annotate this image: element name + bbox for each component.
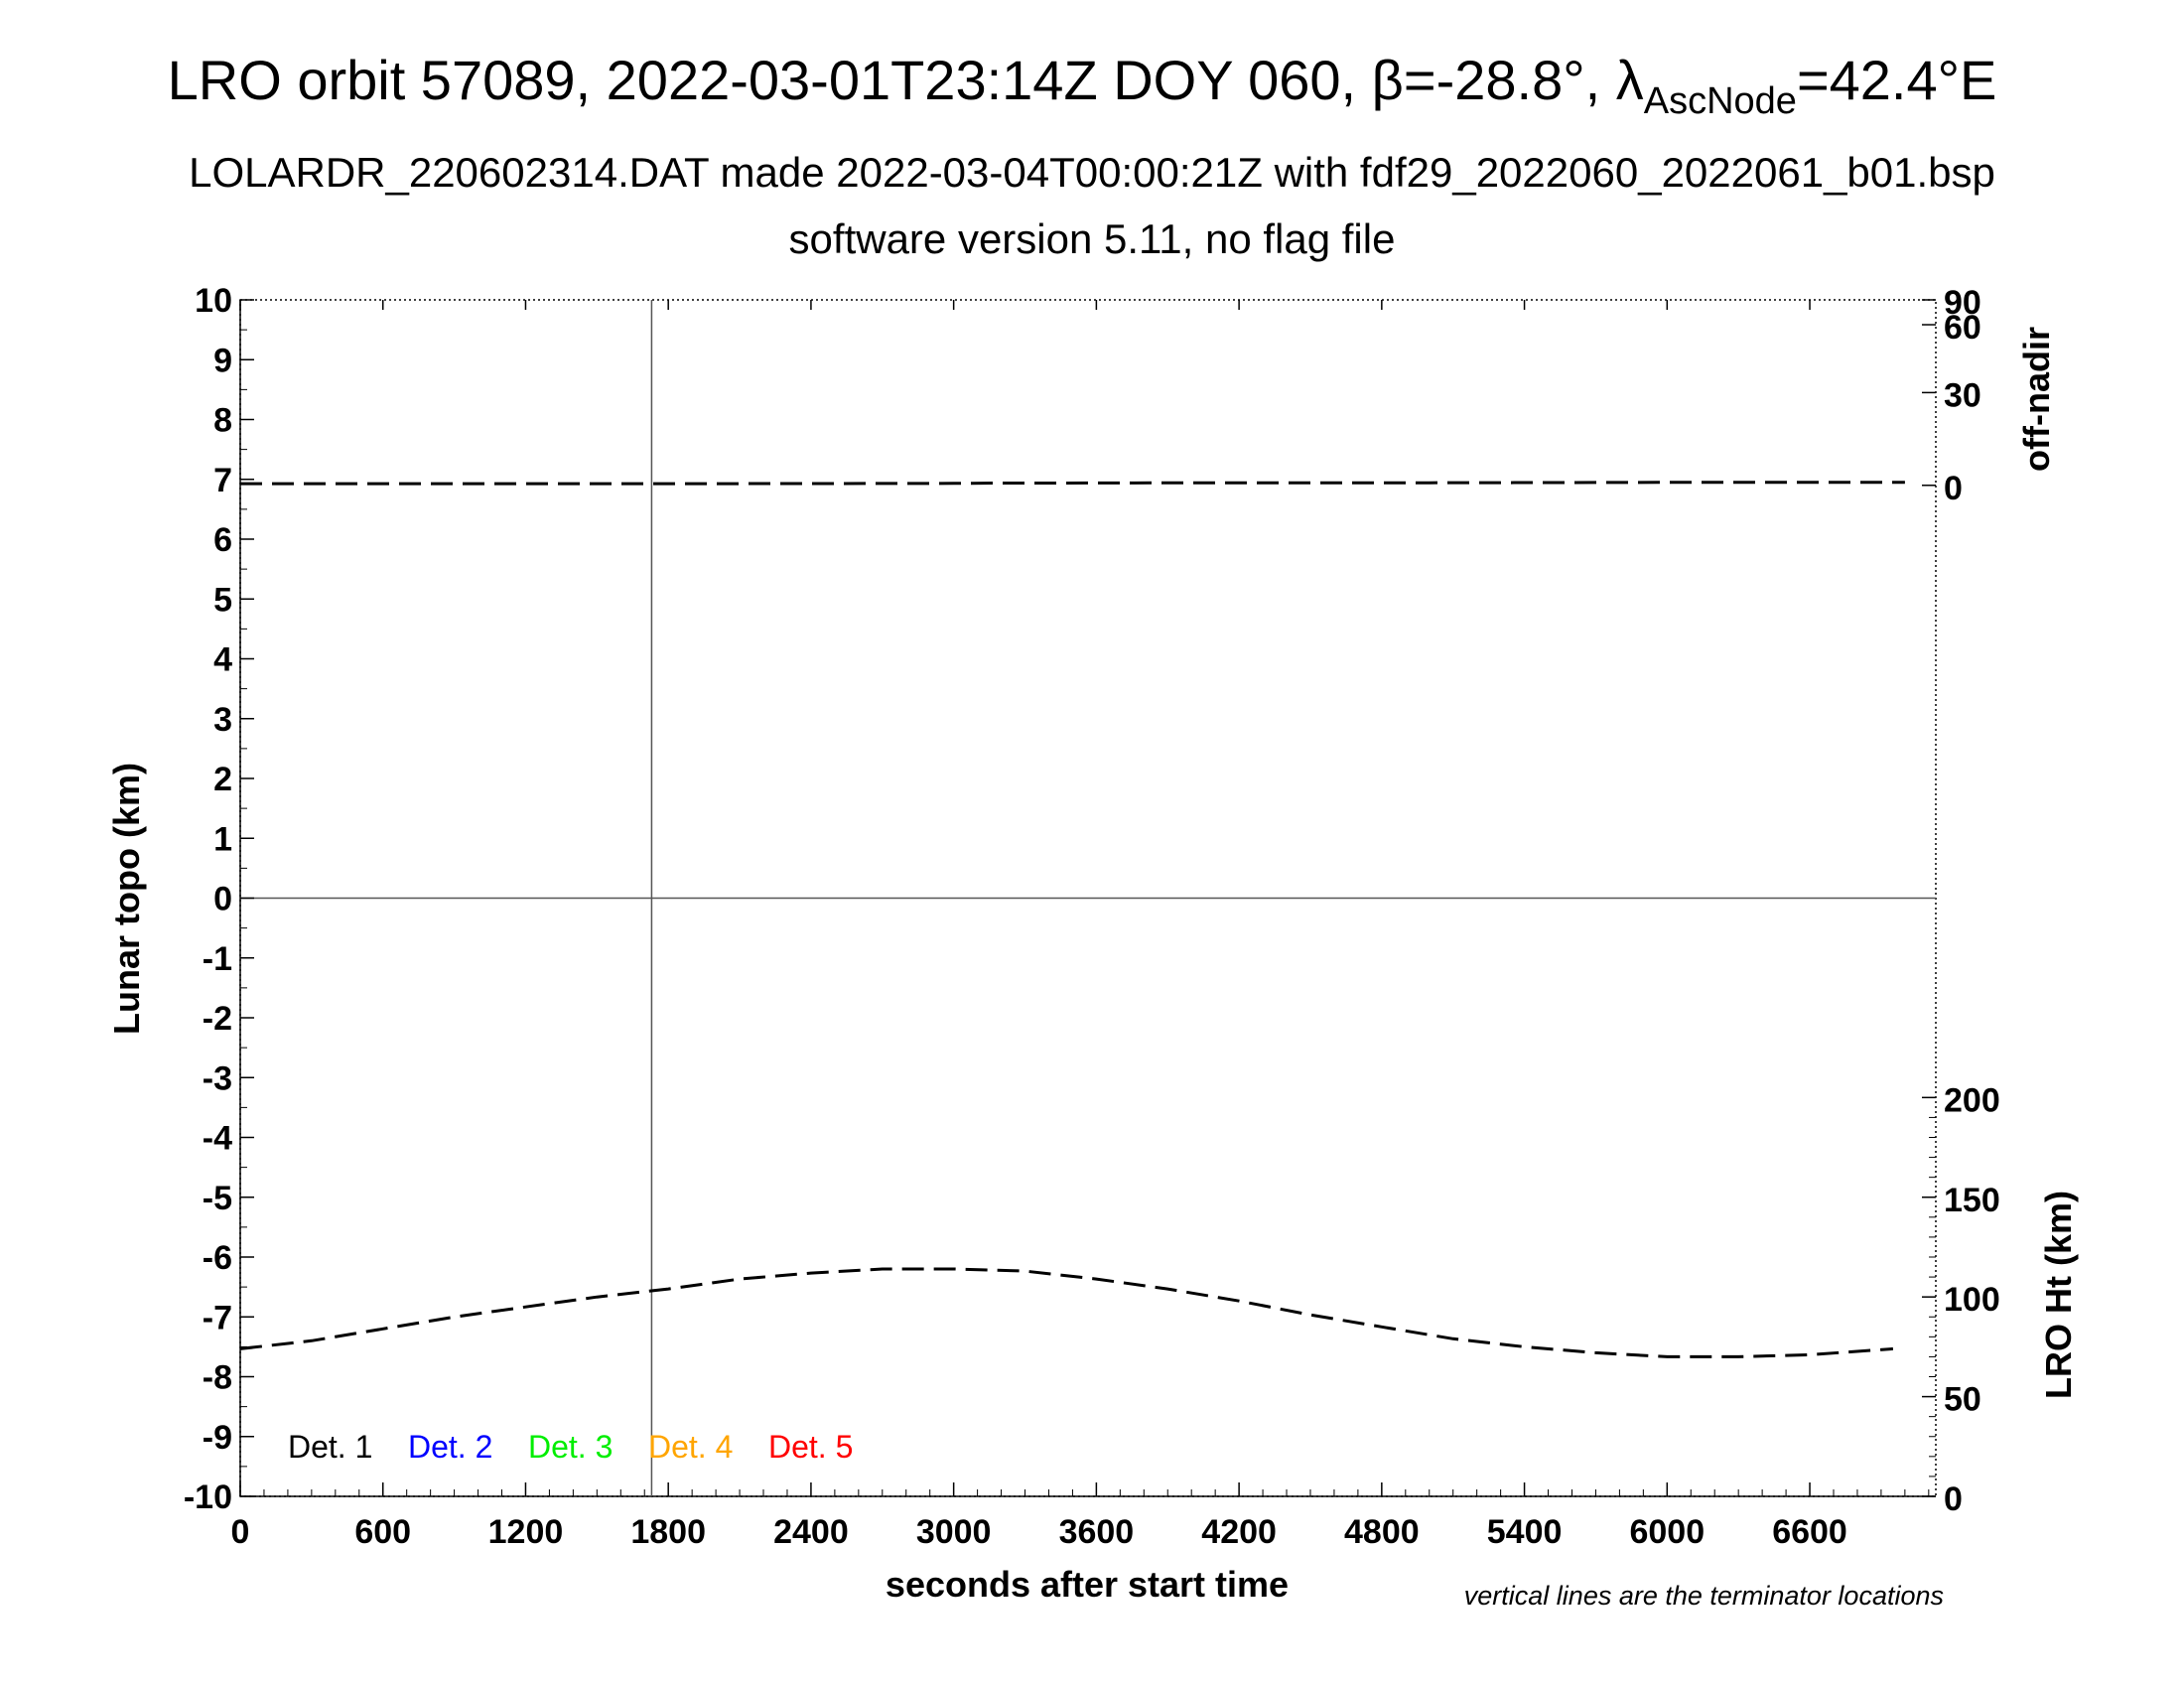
x-tick-label: 0 [231,1513,250,1551]
y-tick-label: -10 [184,1478,232,1516]
chart-title: LRO orbit 57089, 2022-03-01T23:14Z DOY 0… [168,49,1997,122]
title-tail: =42.4°E [1797,49,1996,111]
y-tick-label: -9 [203,1419,232,1457]
y-tick-label: 0 [213,881,232,918]
right-bottom-tick-label: 150 [1944,1182,2000,1219]
right-top-tick-label: 0 [1944,470,1963,507]
y-tick-label: 8 [213,402,232,440]
right-bottom-tick-label: 200 [1944,1081,2000,1119]
x-tick-label: 5400 [1487,1513,1563,1551]
y-tick-label: 7 [213,462,232,499]
x-tick-label: 3000 [916,1513,992,1551]
series-line-1 [240,481,1905,486]
right-bottom-tick-label: 0 [1944,1480,1963,1518]
terminator-note: vertical lines are the terminator locati… [1464,1581,1944,1611]
tick-labels: 0 600 1200 1800 2400 3000 3600 4200 4800 5400 6000… [184,282,2000,1551]
y-tick-label: -3 [203,1059,232,1097]
y-tick-label: 1 [213,820,232,858]
y-tick-label: -7 [203,1299,232,1336]
x-tick-label: 1800 [630,1513,706,1551]
right-top-tick-label: 60 [1944,309,1981,347]
y-axis-label-right-bottom: LRO Ht (km) [2038,1191,2079,1399]
right-bottom-tick-label: 50 [1944,1381,1981,1419]
right-bottom-tick-label: 100 [1944,1281,2000,1319]
subtitle-2: software version 5.11, no flag file [789,215,1396,262]
y-tick-label: 3 [213,701,232,739]
title-subscript: AscNode [1644,80,1797,122]
reference-lines [240,300,1936,1496]
y-axis-label-right-top: off-nadir [2016,327,2057,472]
y-tick-label: -4 [203,1120,232,1158]
y-tick-label: -1 [203,940,232,978]
legend: Det. 1 Det. 2 Det. 3 Det. 4 Det. 5 [288,1429,853,1465]
legend-item: Det. 2 [408,1429,492,1465]
right-top-tick-label: 30 [1944,376,1981,414]
x-tick-label: 1200 [488,1513,564,1551]
y-tick-label: 2 [213,761,232,798]
y-tick-label: -6 [203,1239,232,1277]
x-axis-label: seconds after start time [886,1564,1289,1605]
tick-marks [239,299,1936,1497]
y-tick-label: 6 [213,521,232,559]
legend-item: Det. 5 [768,1429,853,1465]
series-line-2 [239,1267,1894,1358]
x-tick-label: 6600 [1772,1513,1847,1551]
legend-item: Det. 1 [288,1429,372,1465]
y-tick-label: 9 [213,342,232,379]
x-tick-label: 6000 [1629,1513,1705,1551]
x-tick-label: 2400 [773,1513,849,1551]
x-tick-label: 4800 [1344,1513,1420,1551]
subtitle-1: LOLARDR_220602314.DAT made 2022-03-04T00… [189,149,1995,196]
right-top-tick-label: 90 [1944,284,1981,322]
y-tick-label: 4 [213,641,232,679]
y-tick-label: -2 [203,1000,232,1038]
x-tick-label: 600 [354,1513,411,1551]
y-tick-label: 5 [213,581,232,619]
y-tick-label: -8 [203,1359,232,1397]
legend-item: Det. 3 [528,1429,613,1465]
x-tick-label: 3600 [1059,1513,1135,1551]
y-axis-label-left: Lunar topo (km) [106,763,147,1035]
data-series [239,481,1905,1358]
legend-item: Det. 4 [648,1429,733,1465]
y-tick-label: 10 [195,282,232,320]
x-tick-label: 4200 [1201,1513,1277,1551]
y-tick-label: -5 [203,1180,232,1217]
